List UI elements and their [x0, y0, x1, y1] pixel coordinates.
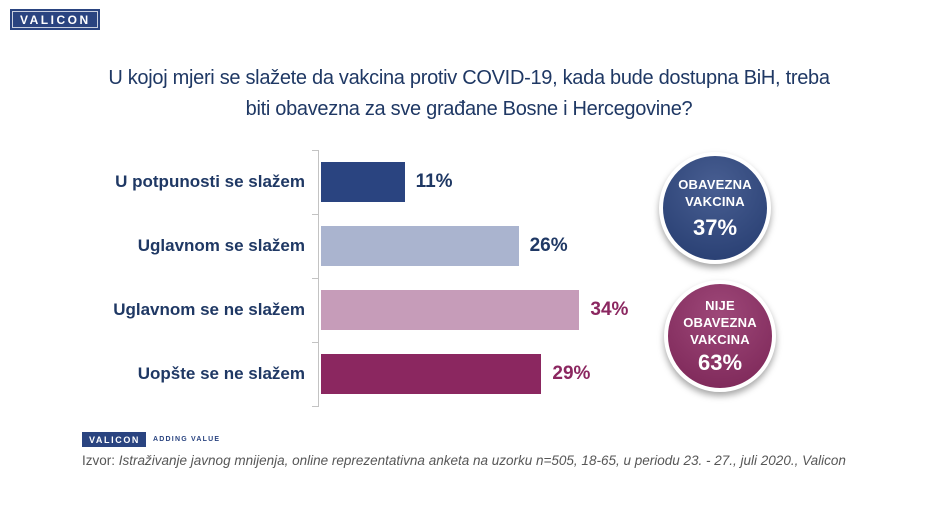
bar-chart: U potpunosti se slažem 11% Uglavnom se sla… [0, 150, 660, 407]
axis-tick [312, 214, 319, 215]
bar [321, 226, 519, 266]
summary-badge-nije-obavezna: NIJE OBAVEZNA VAKCINA 63% [664, 280, 776, 392]
summary-badge-value: 37% [692, 214, 738, 240]
bar-chart-plot-area: U potpunosti se slažem 11% Uglavnom se sla… [113, 150, 660, 407]
bar [321, 162, 405, 202]
bar [321, 354, 542, 394]
bar-value-label: 11% [415, 171, 453, 192]
axis-tick [312, 406, 319, 407]
bar-row: Uglavnom se ne slažem 34% [113, 278, 660, 342]
axis-tick [312, 342, 319, 343]
chart-title-line-2: biti obavezna za sve građane Bosne i Her… [245, 98, 693, 120]
category-label: Uglavnom se ne slažem [113, 300, 305, 319]
axis-tick [312, 150, 319, 151]
category-label: Uopšte se ne slažem [137, 364, 305, 383]
chart-title: U kojoj mjeri se slažete da vakcina prot… [0, 63, 938, 125]
bar-value-label: 26% [529, 235, 568, 256]
summary-badge-value: 63% [697, 349, 743, 375]
summary-badge-obavezna: OBAVEZNA VAKCINA 37% [659, 152, 771, 264]
valicon-tagline: ADDING VALUE [153, 436, 221, 443]
category-label: U potpunosti se slažem [115, 172, 305, 191]
bar [321, 290, 580, 330]
summary-badge-label: NIJE OBAVEZNA VAKCINA [683, 297, 757, 347]
source-note: Izvor: Istraživanje javnog mnijenja, onl… [82, 453, 846, 468]
chart-title-line-1: U kojoj mjeri se slažete da vakcina prot… [108, 67, 830, 89]
bar-row: U potpunosti se slažem 11% [115, 150, 660, 214]
valicon-footer-logo: VALICON [82, 432, 147, 447]
valicon-logo: VALICON [10, 9, 100, 30]
bar-value-label: 29% [552, 363, 591, 384]
bar-row: Uopšte se ne slažem 29% [138, 342, 660, 406]
axis-tick [312, 278, 319, 279]
bar-value-label: 34% [590, 299, 629, 320]
source-prefix: Izvor: [82, 453, 119, 468]
source-text: Istraživanje javnog mnijenja, online rep… [118, 453, 846, 468]
category-label: Uglavnom se slažem [137, 236, 305, 255]
bar-row: Uglavnom se slažem 26% [138, 214, 660, 278]
summary-badge-label: OBAVEZNA VAKCINA [678, 176, 752, 209]
footer-brand: VALICON ADDING VALUE [82, 432, 220, 447]
